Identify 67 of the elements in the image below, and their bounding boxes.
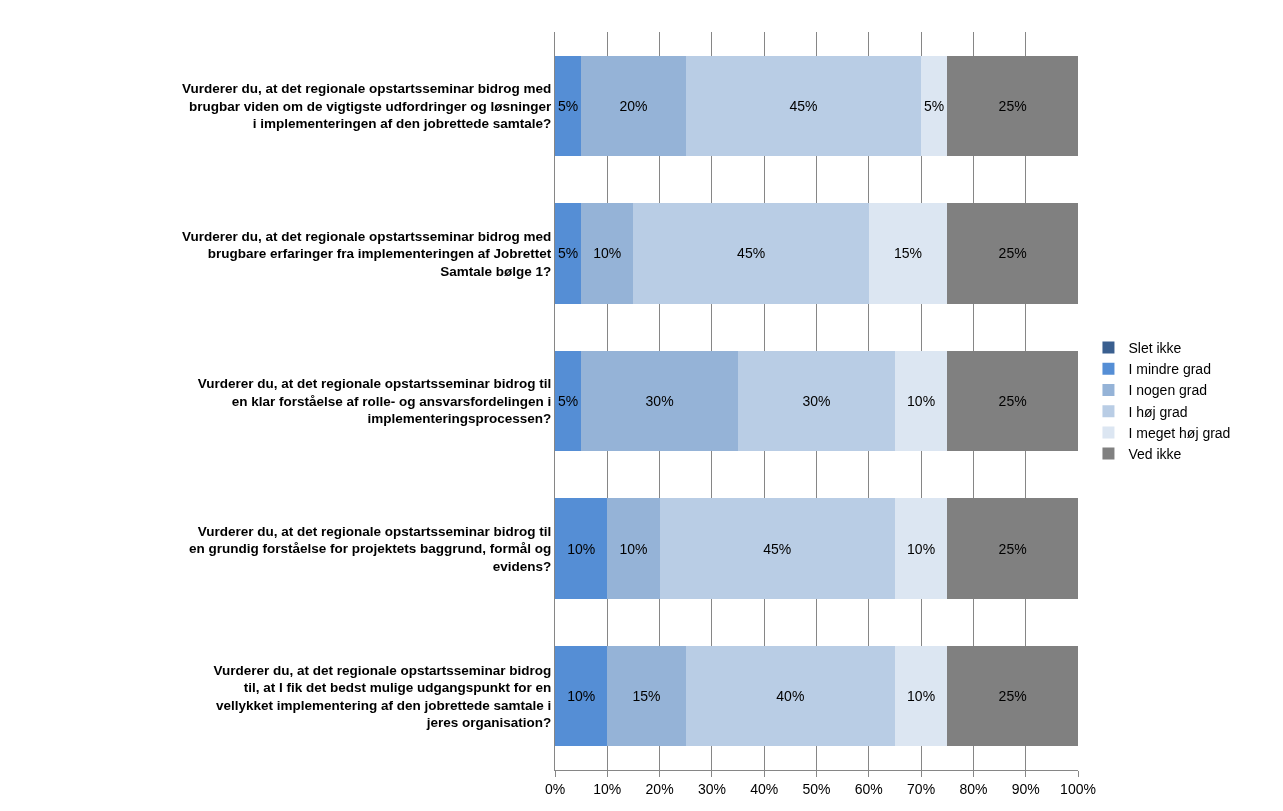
data-label: 10% xyxy=(567,688,596,705)
bar xyxy=(555,646,608,747)
data-label: 45% xyxy=(763,540,792,557)
bar xyxy=(868,203,948,304)
bar xyxy=(685,55,922,156)
legend-label: Ved ikke xyxy=(1128,446,1182,463)
x-tick-label: 100% xyxy=(1060,780,1096,797)
data-label: 5% xyxy=(558,392,579,409)
bar xyxy=(894,350,948,452)
bar xyxy=(555,350,582,452)
y-tick-label: Vurderer du, at det regionale opstartsseminar bidrog med brugbare erfaringer fra implementeringen af Jobrettet Samtale bølge 1? xyxy=(181,228,552,279)
y-tick-label: Vurderer du, at det regionale opstartsseminar bidrog med brugbar viden om de vigtigste udfordringer og løsninger i implementeringen af den jobrettede samtale? xyxy=(181,80,553,132)
bar xyxy=(685,646,895,747)
data-label: 30% xyxy=(802,393,831,409)
data-label: 25% xyxy=(998,97,1027,114)
bar xyxy=(738,350,895,452)
bar xyxy=(659,498,895,599)
y-tick-label: Vurderer du, at det regionale opstartsseminar bidrog til en grundig forståelse for projektets baggrund, formål og evidens? xyxy=(189,523,552,574)
data-label: 5% xyxy=(924,97,945,114)
x-tick-label: 10% xyxy=(593,780,622,797)
data-label: 25% xyxy=(998,393,1027,409)
x-tick-label: 30% xyxy=(697,780,726,797)
bar xyxy=(581,350,739,452)
bar xyxy=(894,498,948,599)
data-label: 25% xyxy=(998,540,1027,557)
legend-label: I mindre grad xyxy=(1128,361,1211,378)
x-tick-label: 50% xyxy=(802,780,831,797)
bar xyxy=(894,646,948,747)
y-tick-label: Vurderer du, at det regionale opstartsseminar bidrog til, at I fik det bedst mulige udgangspunkt for en vellykket implementering af den jobrettede samtale i jeres organisation? xyxy=(213,662,552,731)
data-label: 10% xyxy=(907,540,936,557)
bar xyxy=(555,203,582,304)
x-tick-label: 20% xyxy=(645,780,674,797)
y-tick-label: Vurderer du, at det regionale opstartsseminar bidrog til en klar forståelse af rolle- og ansvarsfordelingen i implementeringsprocessen? xyxy=(197,376,552,427)
data-label: 25% xyxy=(998,245,1027,262)
legend-label: I høj grad xyxy=(1128,403,1188,420)
bar xyxy=(555,55,582,156)
legend-label: Slet ikke xyxy=(1128,340,1182,357)
data-label: 10% xyxy=(593,245,622,262)
data-label: 40% xyxy=(776,688,805,705)
data-label: 10% xyxy=(907,688,936,705)
x-tick-label: 0% xyxy=(544,780,566,797)
bar xyxy=(607,646,686,747)
bar xyxy=(555,498,608,599)
legend-label: I meget høj grad xyxy=(1128,424,1231,441)
x-tick-label: 60% xyxy=(854,780,883,797)
data-label: 5% xyxy=(558,97,579,114)
bar xyxy=(607,498,660,599)
data-label: 15% xyxy=(632,688,661,705)
bar xyxy=(581,203,634,304)
data-label: 15% xyxy=(894,245,923,262)
x-tick-label: 80% xyxy=(959,780,988,797)
bar xyxy=(633,203,869,304)
bar xyxy=(581,55,686,156)
x-tick-label: 40% xyxy=(750,780,779,797)
data-label: 10% xyxy=(907,393,936,409)
legend-label: I nogen grad xyxy=(1128,382,1208,399)
data-label: 30% xyxy=(645,393,674,409)
data-label: 10% xyxy=(567,540,596,557)
data-label: 10% xyxy=(619,540,648,557)
data-label: 25% xyxy=(998,688,1027,705)
x-tick-label: 90% xyxy=(1011,780,1040,797)
bar xyxy=(921,55,948,156)
data-label: 45% xyxy=(789,97,818,114)
data-label: 45% xyxy=(737,245,766,262)
x-tick-label: 70% xyxy=(907,780,936,797)
data-label: 20% xyxy=(619,97,648,114)
data-label: 5% xyxy=(558,245,579,262)
